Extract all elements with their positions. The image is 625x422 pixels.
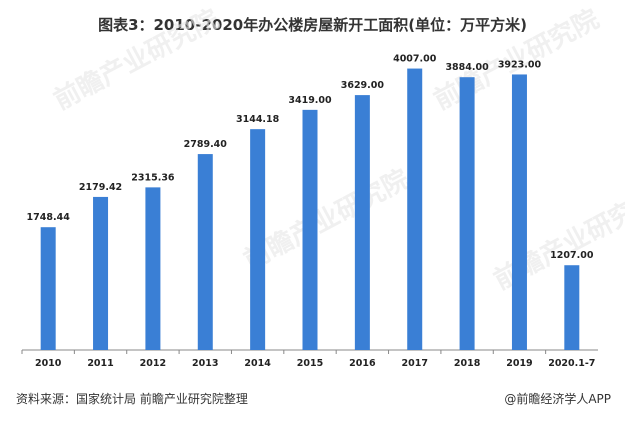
value-label: 3629.00 xyxy=(341,80,385,91)
value-label: 1207.00 xyxy=(550,250,594,261)
x-tick-label: 2017 xyxy=(402,358,428,369)
chart-title: 图表3：2010-2020年办公楼房屋新开工面积(单位：万平方米) xyxy=(98,16,527,34)
watermark-text: 前瞻产业研究院 xyxy=(489,183,625,296)
bar-2014 xyxy=(250,129,266,350)
value-label: 2179.42 xyxy=(79,182,122,193)
x-tick-label: 2010 xyxy=(35,358,62,369)
source-note: 资料来源：国家统计局 前瞻产业研究院整理 xyxy=(16,392,248,406)
bar-2017 xyxy=(407,68,423,350)
bar-2016 xyxy=(354,95,370,350)
bar-2015 xyxy=(302,109,318,350)
value-label: 4007.00 xyxy=(393,54,437,65)
x-tick-label: 2018 xyxy=(454,358,481,369)
value-label: 2789.40 xyxy=(184,139,228,150)
x-tick-label: 2015 xyxy=(297,358,323,369)
bar-2012 xyxy=(145,187,161,350)
bar-2018 xyxy=(459,77,475,350)
brand-credit: @前瞻经济学人APP xyxy=(504,392,611,406)
x-tick-label: 2020.1-7 xyxy=(548,358,595,369)
value-label: 3884.00 xyxy=(445,62,489,73)
bar-2011 xyxy=(93,196,109,350)
value-label: 3144.18 xyxy=(236,114,280,125)
x-tick-label: 2011 xyxy=(87,358,113,369)
value-label: 3419.00 xyxy=(288,95,332,106)
x-tick-label: 2014 xyxy=(244,358,271,369)
bar-2010 xyxy=(40,227,56,350)
watermark-text: 前瞻产业研究院 xyxy=(49,3,224,116)
value-label: 1748.44 xyxy=(27,212,71,223)
x-tick-label: 2019 xyxy=(506,358,532,369)
bar-2020.1-7 xyxy=(564,265,580,350)
x-tick-label: 2016 xyxy=(349,358,376,369)
value-label: 2315.36 xyxy=(131,172,175,183)
x-tick-label: 2012 xyxy=(140,358,166,369)
bar-2013 xyxy=(197,154,213,350)
value-label: 3923.00 xyxy=(498,59,542,70)
bar-2019 xyxy=(511,74,527,350)
x-tick-label: 2013 xyxy=(192,358,218,369)
